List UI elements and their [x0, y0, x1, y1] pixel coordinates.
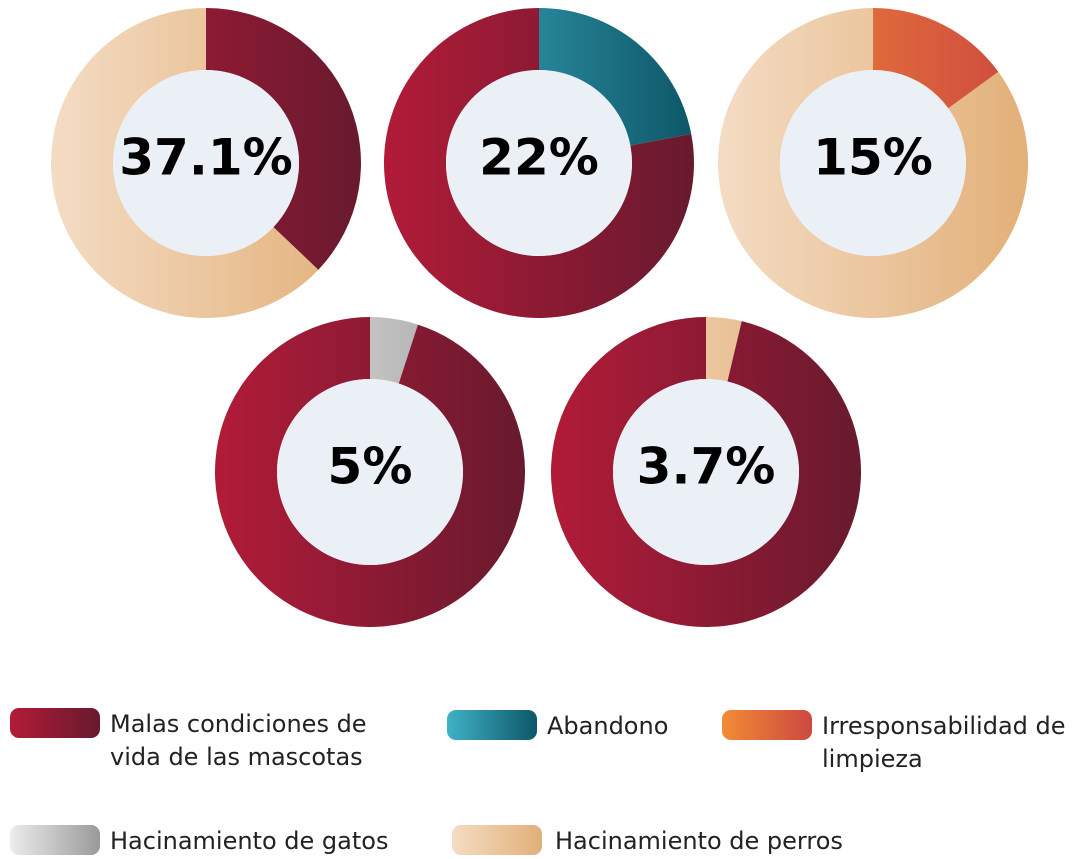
legend-item: Hacinamiento de gatos	[10, 825, 450, 858]
legend-item: Malas condiciones de vida de las mascota…	[10, 708, 420, 774]
legend-swatch	[447, 710, 537, 740]
legend-label: Irresponsabilidad de limpieza	[822, 712, 1066, 773]
donut-slice	[873, 8, 999, 109]
legend-item: Irresponsabilidad de limpieza	[722, 710, 1079, 776]
donut-hole	[613, 379, 799, 565]
donut-hole	[446, 70, 632, 256]
legend-item: Hacinamiento de perros	[452, 825, 915, 858]
donut-hole	[780, 70, 966, 256]
legend-swatch	[452, 825, 542, 855]
legend-swatch	[10, 825, 100, 855]
legend-swatch	[722, 710, 812, 740]
legend-label: Hacinamiento de perros	[555, 827, 843, 855]
legend-label: Abandono	[547, 712, 669, 740]
donut-slice	[383, 8, 694, 318]
donut-hole	[113, 70, 299, 256]
donut-hole	[277, 379, 463, 565]
donut-slice	[51, 8, 319, 319]
donut-slice	[551, 317, 861, 627]
center-label: 5%	[328, 438, 413, 496]
donut-slice	[706, 317, 742, 382]
donut-slice	[370, 317, 418, 384]
donut-slice	[214, 317, 526, 627]
center-label: 22%	[479, 129, 599, 187]
legend-label: Hacinamiento de gatos	[110, 827, 389, 855]
center-label: 3.7%	[637, 438, 776, 496]
legend-label: Malas condiciones de vida de las mascota…	[110, 710, 367, 771]
legend-item: Abandono	[447, 710, 707, 743]
center-label: 37.1%	[119, 129, 292, 187]
center-label: 15%	[813, 129, 933, 187]
donut-slice	[539, 8, 692, 146]
donut-slice	[718, 8, 1028, 318]
legend-swatch	[10, 708, 100, 738]
donut-slice	[206, 8, 361, 270]
